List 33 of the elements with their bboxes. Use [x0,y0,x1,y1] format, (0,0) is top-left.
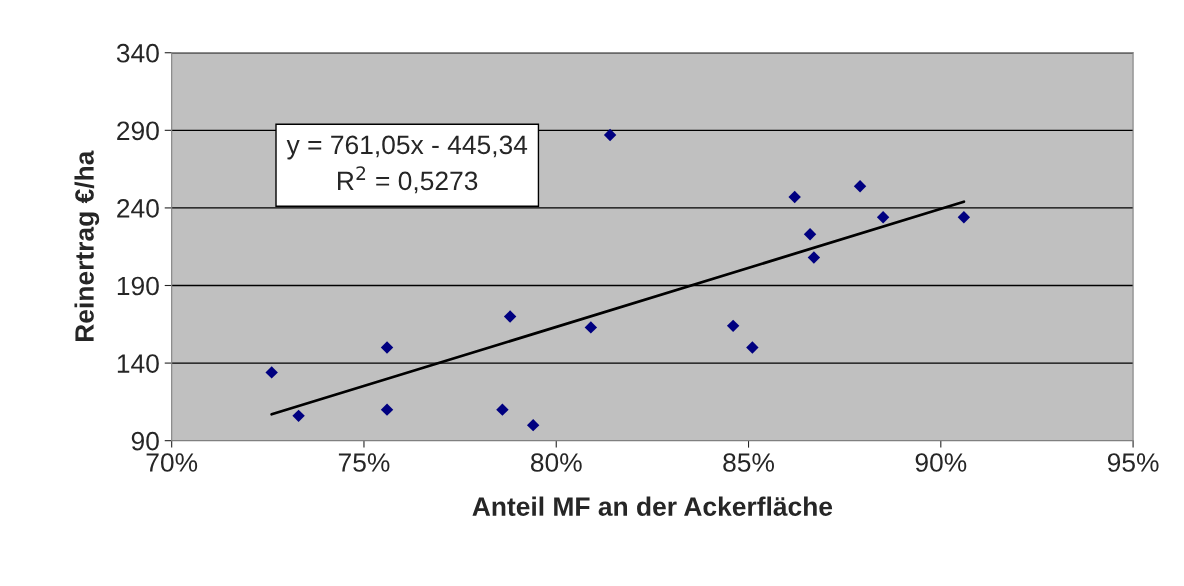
point [726,319,740,333]
x-axis-title: Anteil MF an der Ackerfläche [472,496,833,516]
y-tick-label: 240 [117,199,159,218]
point [746,341,759,354]
x-tick-label: 95% [1107,453,1159,472]
point [957,211,971,224]
point [526,418,540,432]
point [503,310,517,323]
point [876,211,890,224]
point [807,251,821,264]
point [496,403,509,416]
point [380,341,394,354]
annotation: y = 761,05x - 445,34 [286,135,528,160]
point [803,228,817,241]
x-tick-label: 90% [915,453,967,472]
point [853,179,867,193]
x-tick-label: 70% [146,453,198,472]
y-tick-label: 140 [117,354,159,373]
point [603,128,617,142]
annotation: R$^{2}$ = 0,5273 [338,166,478,194]
y-tick-label: 340 [116,43,159,63]
y-tick-label: 90 [131,431,159,451]
y-axis-title: Reinertrag €/ha [74,150,100,341]
y-tick-label: 190 [117,276,159,296]
point [265,366,278,379]
x-tick-label: 75% [338,453,390,472]
y-tick-label: 290 [117,121,159,141]
point [584,321,598,334]
point [788,190,801,204]
x-tick-label: 85% [723,453,774,472]
point [380,403,394,416]
point [292,409,305,423]
x-tick-label: 80% [530,453,582,472]
